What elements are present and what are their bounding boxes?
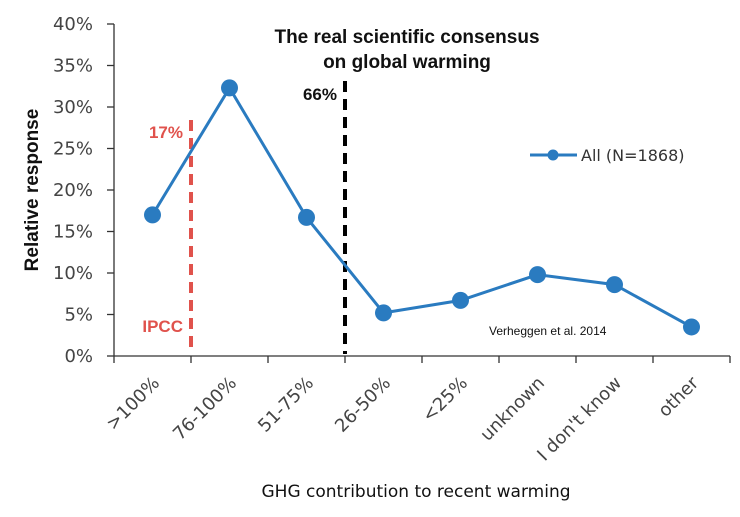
data-point-7 <box>683 318 700 336</box>
y-tick-label: 15% <box>53 222 93 243</box>
series-line <box>151 84 693 329</box>
y-tick-label: 25% <box>53 139 93 160</box>
consensus-percent-label: 66% <box>303 85 337 104</box>
y-tick-label: 5% <box>64 305 93 326</box>
data-point-5 <box>529 266 546 284</box>
y-axis: 0% 5% 10% 15% 20% 25% 30% 35% 40% <box>53 14 115 367</box>
legend: All (N=1868) <box>530 146 685 165</box>
series <box>144 79 700 336</box>
y-tick-label: 35% <box>53 56 93 77</box>
ipcc-label: IPCC <box>142 317 183 336</box>
data-point-2 <box>298 208 315 226</box>
x-tick-label: other <box>654 372 703 421</box>
source-citation: Verheggen et al. 2014 <box>489 324 607 338</box>
x-tick-label: <25% <box>418 373 472 427</box>
y-tick-label: 0% <box>64 346 93 367</box>
legend-marker-icon <box>547 149 559 161</box>
y-tick-label: 30% <box>53 97 93 118</box>
x-tick-label: 26-50% <box>331 373 395 437</box>
x-axis-title: GHG contribution to recent warming <box>261 482 570 502</box>
y-tick-label: 10% <box>53 263 93 284</box>
x-tick-label: 76-100% <box>169 373 241 445</box>
data-point-0 <box>144 206 161 224</box>
data-point-4 <box>452 291 469 309</box>
legend-label: All (N=1868) <box>581 146 685 165</box>
y-axis-title: Relative response <box>22 109 43 272</box>
y-tick-label: 20% <box>53 180 93 201</box>
ipcc-percent-label: 17% <box>149 123 183 142</box>
annotations: 17% IPCC 66% Verheggen et al. 2014 <box>142 81 607 354</box>
x-tick-label: unknown <box>476 373 549 446</box>
y-tick-label: 40% <box>53 14 93 35</box>
data-point-3 <box>375 304 392 322</box>
x-tick-label: 51-75% <box>254 373 318 437</box>
data-point-1 <box>221 79 238 97</box>
data-point-6 <box>606 276 623 294</box>
chart-title-line-1: The real scientific consensus <box>274 27 539 48</box>
x-tick-label: >100% <box>102 373 164 435</box>
chart-title-line-2: on global warming <box>323 52 491 73</box>
